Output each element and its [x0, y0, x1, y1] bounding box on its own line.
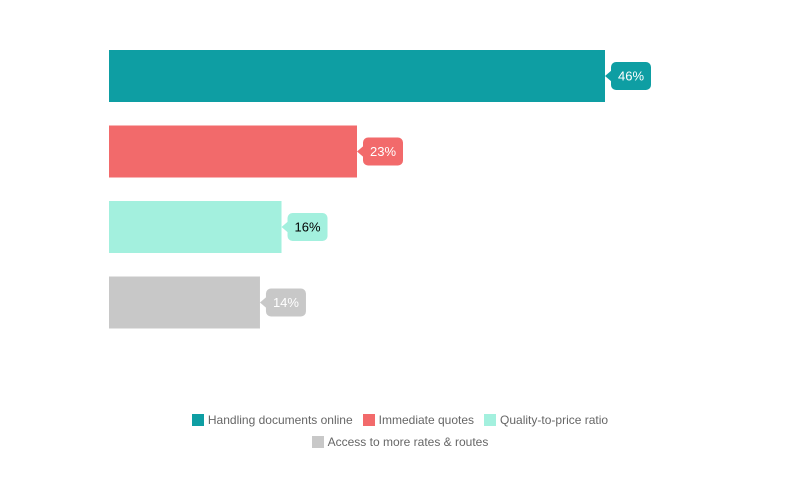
legend-label: Immediate quotes [378, 413, 475, 427]
legend-label: Access to more rates & routes [327, 435, 489, 449]
legend-item-immediate-quotes[interactable]: Immediate quotes [362, 413, 475, 427]
legend-swatch [362, 414, 375, 426]
data-label-pointer [357, 145, 364, 158]
bar-1[interactable] [109, 125, 357, 178]
data-label-box [611, 62, 651, 90]
bar-2[interactable] [109, 201, 282, 253]
bar-3[interactable] [109, 276, 260, 329]
data-label-pointer [259, 296, 267, 309]
data-label-box [265, 288, 306, 317]
data-label-pointer [605, 70, 612, 82]
legend-swatch [311, 436, 324, 448]
legend-item-quality-to-price-ratio[interactable]: Quality-to-price ratio [484, 413, 608, 427]
data-label-3: 14% [259, 288, 306, 317]
legend-label: Handling documents online [207, 413, 353, 427]
legend-item-access-to-more-rates-routes[interactable]: Access to more rates & routes [311, 435, 489, 449]
legend-swatch [484, 414, 497, 426]
legend: Handling documents online Immediate quot… [0, 413, 800, 427]
data-label-box [363, 137, 403, 166]
data-label-text: 46% [618, 69, 644, 84]
data-label-pointer [281, 221, 289, 233]
data-label-2: 16% [281, 213, 328, 241]
data-label-0: 46% [605, 62, 651, 90]
legend-label: Quality-to-price ratio [500, 413, 609, 427]
data-label-1: 23% [357, 137, 403, 166]
legend-item-handling-documents-online[interactable]: Handling documents online [191, 413, 353, 427]
legend-swatch [191, 414, 204, 426]
bar-0[interactable] [109, 50, 605, 102]
data-label-text: 23% [370, 144, 396, 159]
data-label-text: 14% [273, 295, 299, 310]
data-label-text: 16% [295, 220, 321, 235]
data-label-box [287, 213, 328, 241]
legend-row-2: Access to more rates & routes [0, 435, 800, 449]
